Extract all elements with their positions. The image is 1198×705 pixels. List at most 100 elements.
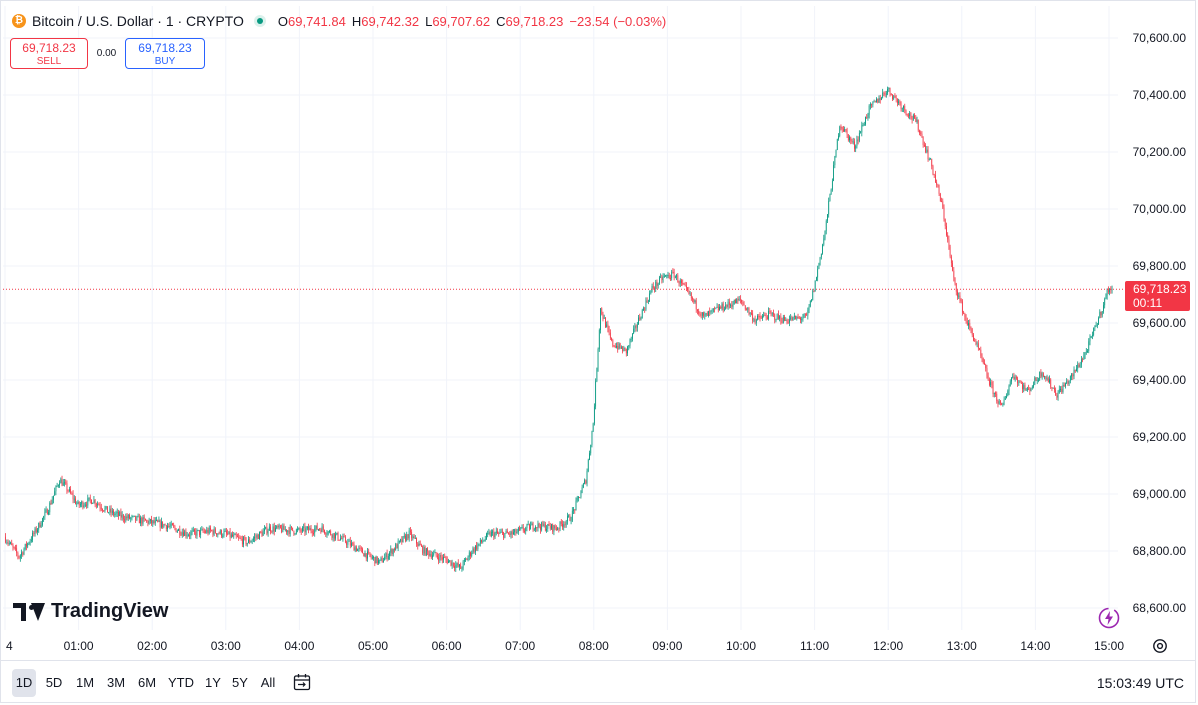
tradingview-logo-icon <box>13 602 45 621</box>
candle <box>1013 372 1015 380</box>
range-button-1d[interactable]: 1D <box>12 669 36 697</box>
sell-button[interactable]: 69,718.23 SELL <box>10 38 88 69</box>
range-button-1y[interactable]: 1Y <box>205 675 221 690</box>
candle <box>612 338 614 348</box>
candle <box>912 113 914 121</box>
candle <box>1019 379 1021 383</box>
symbol-title[interactable]: Bitcoin / U.S. Dollar · 1 · CRYPTO <box>32 13 244 29</box>
candle <box>590 444 592 456</box>
market-status-icon[interactable] <box>253 15 266 27</box>
candle <box>127 513 129 521</box>
candle <box>841 126 843 133</box>
candle <box>250 540 252 543</box>
candle <box>433 550 435 557</box>
candle <box>796 315 798 321</box>
candle <box>1111 285 1113 294</box>
candle <box>911 115 913 124</box>
candle <box>543 521 545 528</box>
y-tick-label: 68,800.00 <box>1133 544 1187 558</box>
candle <box>62 478 64 486</box>
candle <box>500 528 502 533</box>
candle <box>973 332 974 342</box>
candle <box>194 528 195 535</box>
candle <box>342 533 344 542</box>
candle <box>519 525 520 532</box>
x-tick-label: 13:00 <box>947 639 977 653</box>
candle <box>970 326 972 334</box>
candle <box>76 501 78 508</box>
candle <box>1082 357 1084 363</box>
range-button-3m[interactable]: 3M <box>106 675 126 690</box>
candle <box>132 515 134 518</box>
candle <box>686 282 687 292</box>
x-tick-label: 01:00 <box>64 639 94 653</box>
candle <box>575 497 577 511</box>
candle <box>865 116 866 126</box>
candle <box>953 267 955 282</box>
candle <box>538 522 540 529</box>
range-button-5d[interactable]: 5D <box>45 675 63 690</box>
candle <box>200 527 202 539</box>
candle <box>340 534 341 541</box>
candle <box>916 116 918 124</box>
candle <box>874 100 876 103</box>
candle <box>1068 380 1070 387</box>
candle <box>839 125 841 138</box>
candle <box>395 542 397 551</box>
candle <box>823 234 825 247</box>
candle <box>486 532 487 541</box>
candle <box>91 499 92 505</box>
candle <box>887 86 888 96</box>
candle <box>332 533 334 542</box>
range-button-all[interactable]: All <box>260 675 276 690</box>
candle <box>435 551 437 558</box>
candle <box>176 529 178 533</box>
candle <box>937 183 939 188</box>
candle <box>148 517 150 525</box>
candle <box>764 312 766 317</box>
candle <box>11 539 13 546</box>
candle <box>511 529 513 538</box>
candle <box>319 527 321 531</box>
candle <box>700 311 702 319</box>
candle <box>933 173 935 178</box>
tradingview-logo[interactable]: TradingView <box>13 600 168 623</box>
candle <box>1060 386 1061 393</box>
candle <box>321 523 323 533</box>
candle <box>1062 382 1064 394</box>
candle <box>715 307 717 310</box>
candle <box>522 524 524 533</box>
range-button-ytd[interactable]: YTD <box>168 675 194 690</box>
candle <box>982 357 984 365</box>
range-button-5y[interactable]: 5Y <box>232 675 248 690</box>
x-tick-label: 05:00 <box>358 639 388 653</box>
range-button-6m[interactable]: 6M <box>137 675 157 690</box>
candle <box>779 315 781 322</box>
y-tick-label: 70,200.00 <box>1133 145 1187 159</box>
candle <box>324 529 325 535</box>
candle <box>302 526 303 533</box>
candle <box>57 484 59 488</box>
candle <box>585 479 587 485</box>
buy-button[interactable]: 69,718.23 BUY <box>125 38 205 69</box>
candle <box>850 136 852 145</box>
range-button-1m[interactable]: 1M <box>75 675 95 690</box>
candle <box>434 549 436 554</box>
candle <box>445 555 447 564</box>
lightning-icon[interactable] <box>1097 606 1121 630</box>
utc-clock[interactable]: 15:03:49 UTC <box>1096 675 1184 691</box>
candle <box>179 525 181 539</box>
candle <box>806 312 808 316</box>
candle <box>80 502 81 508</box>
candle <box>1000 400 1001 406</box>
gear-icon[interactable] <box>1151 637 1169 655</box>
calendar-icon[interactable] <box>292 672 312 692</box>
candle <box>160 517 162 529</box>
candle <box>993 392 995 398</box>
candle <box>544 521 546 532</box>
candle <box>689 291 691 297</box>
candle <box>49 501 51 515</box>
candle <box>422 545 424 556</box>
candle <box>186 532 188 539</box>
price-chart[interactable]: 70,600.00 70,400.00 70,200.00 70,000.00 69,8… <box>0 0 1198 660</box>
